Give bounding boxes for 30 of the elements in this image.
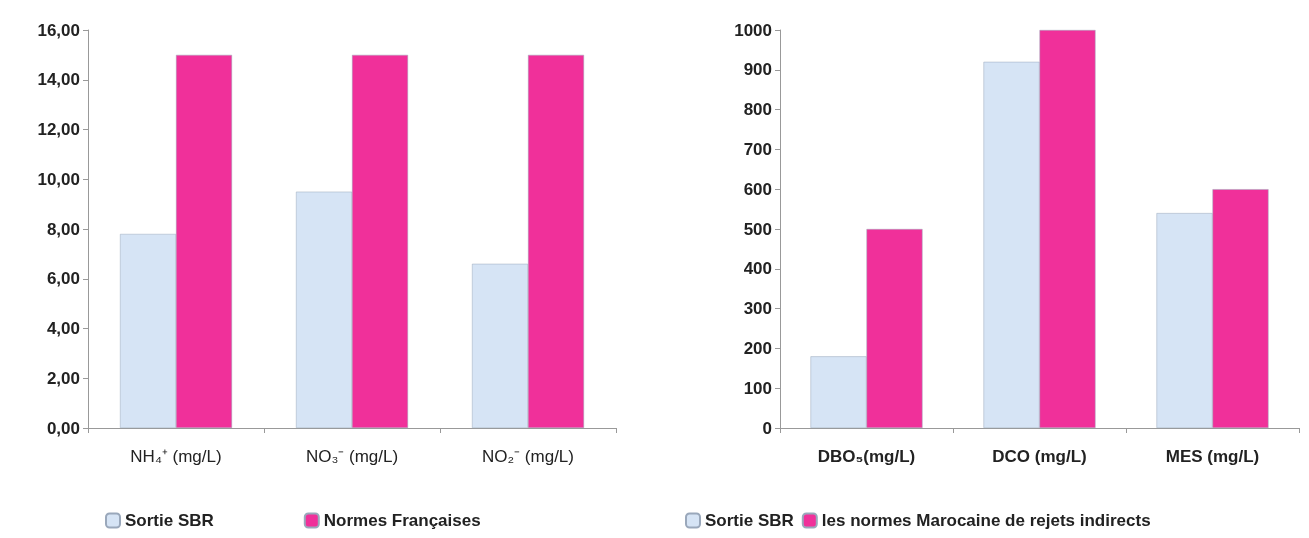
y-tick-label: 10,00 bbox=[37, 169, 80, 189]
y-tick-label: 0,00 bbox=[46, 418, 80, 438]
y-tick-label: 300 bbox=[743, 299, 772, 319]
y-tick-label: 400 bbox=[743, 259, 772, 279]
legend-label: Sortie SBR bbox=[705, 511, 794, 530]
y-tick-label: 200 bbox=[743, 338, 772, 358]
y-tick-label: 16,00 bbox=[37, 20, 80, 40]
x-tick-label: MES (mg/L) bbox=[1165, 447, 1260, 466]
y-tick-label: 800 bbox=[743, 100, 772, 120]
y-tick-label: 6,00 bbox=[46, 269, 80, 289]
y-tick-label: 0 bbox=[762, 418, 772, 438]
y-tick-label: 14,00 bbox=[37, 70, 80, 90]
y-tick-label: 2,00 bbox=[46, 368, 80, 388]
y-tick-label: 700 bbox=[743, 139, 772, 159]
y-tick-label: 12,00 bbox=[37, 120, 80, 139]
y-tick-label: 1000 bbox=[734, 20, 772, 40]
x-tick-label: NO₂⁻ (mg/L) bbox=[482, 447, 574, 466]
y-tick-label: 500 bbox=[743, 219, 772, 239]
legend-label: Sortie SBR bbox=[125, 511, 214, 530]
y-tick-label: 600 bbox=[743, 179, 772, 199]
x-tick-label: DBO₅(mg/L) bbox=[817, 447, 916, 466]
y-tick-label: 4,00 bbox=[46, 319, 80, 338]
x-tick-label: DCO (mg/L) bbox=[992, 447, 1087, 466]
y-tick-label: 8,00 bbox=[46, 219, 80, 239]
y-tick-label: 900 bbox=[743, 60, 772, 80]
legend-label: les normes Marocaine de rejets indirects bbox=[821, 511, 1151, 530]
x-tick-label: NH₄⁺ (mg/L) bbox=[130, 447, 222, 466]
y-tick-label: 100 bbox=[743, 378, 772, 398]
legend-label: Normes Françaises bbox=[323, 511, 481, 530]
x-tick-label: NO₃⁻ (mg/L) bbox=[305, 447, 399, 466]
